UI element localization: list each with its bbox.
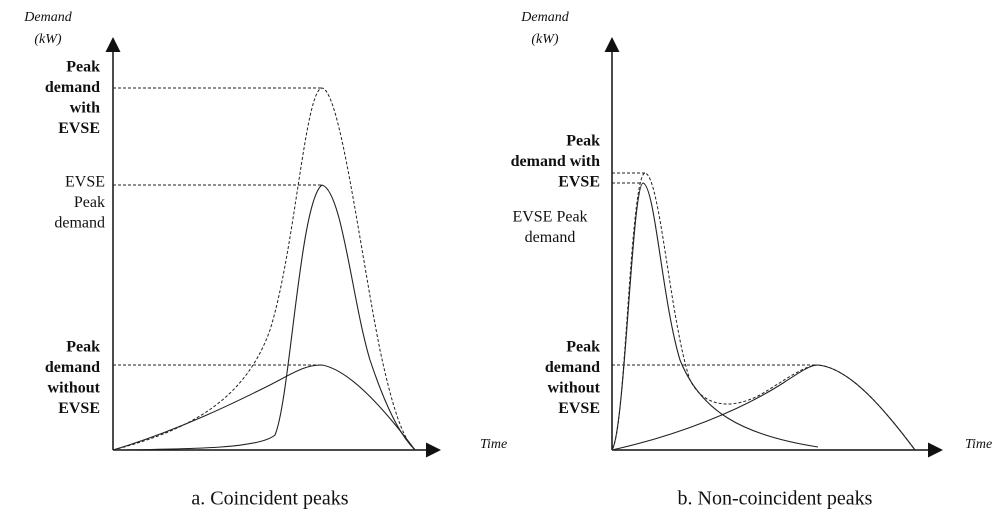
evse-curve	[112, 184, 416, 451]
peak-with-evse-label: EVSE	[558, 174, 600, 191]
peak-without-evse-label: EVSE	[58, 400, 100, 417]
total-curve	[112, 87, 416, 451]
peak-with-evse-label: demand with	[511, 153, 600, 170]
y-axis-label: Demand	[520, 10, 569, 25]
x-axis-label: Time	[480, 437, 507, 452]
base-curve	[112, 364, 416, 451]
peak-without-evse-label: EVSE	[558, 400, 600, 417]
peak-with-evse-label: Peak	[66, 59, 100, 76]
peak-without-evse-label: without	[48, 380, 101, 397]
evse-peak-label: EVSE	[65, 174, 105, 191]
evse-peak-label: demand	[54, 215, 105, 232]
evse-curve	[611, 182, 819, 451]
peak-with-evse-label: demand	[45, 79, 100, 96]
peak-with-evse-label: with	[70, 100, 100, 117]
x-axis-label: Time	[965, 437, 992, 452]
evse-peak-label: demand	[525, 229, 576, 246]
peak-with-evse-label: EVSE	[58, 120, 100, 137]
peak-with-evse-label: Peak	[566, 133, 600, 150]
y-axis-label: (kW)	[34, 32, 62, 47]
y-axis-label: (kW)	[531, 32, 559, 47]
peak-without-evse-label: without	[548, 380, 601, 397]
caption: b. Non-coincident peaks	[678, 488, 873, 510]
caption: a. Coincident peaks	[191, 488, 348, 510]
peak-without-evse-label: demand	[45, 359, 100, 376]
total-curve	[611, 172, 916, 451]
evse-peak-label: Peak	[74, 194, 105, 211]
y-axis-label: Demand	[23, 10, 72, 25]
evse-peak-label: EVSE Peak	[512, 209, 587, 226]
peak-without-evse-label: demand	[545, 359, 600, 376]
base-curve	[611, 364, 916, 451]
peak-without-evse-label: Peak	[66, 339, 100, 356]
peak-without-evse-label: Peak	[566, 339, 600, 356]
